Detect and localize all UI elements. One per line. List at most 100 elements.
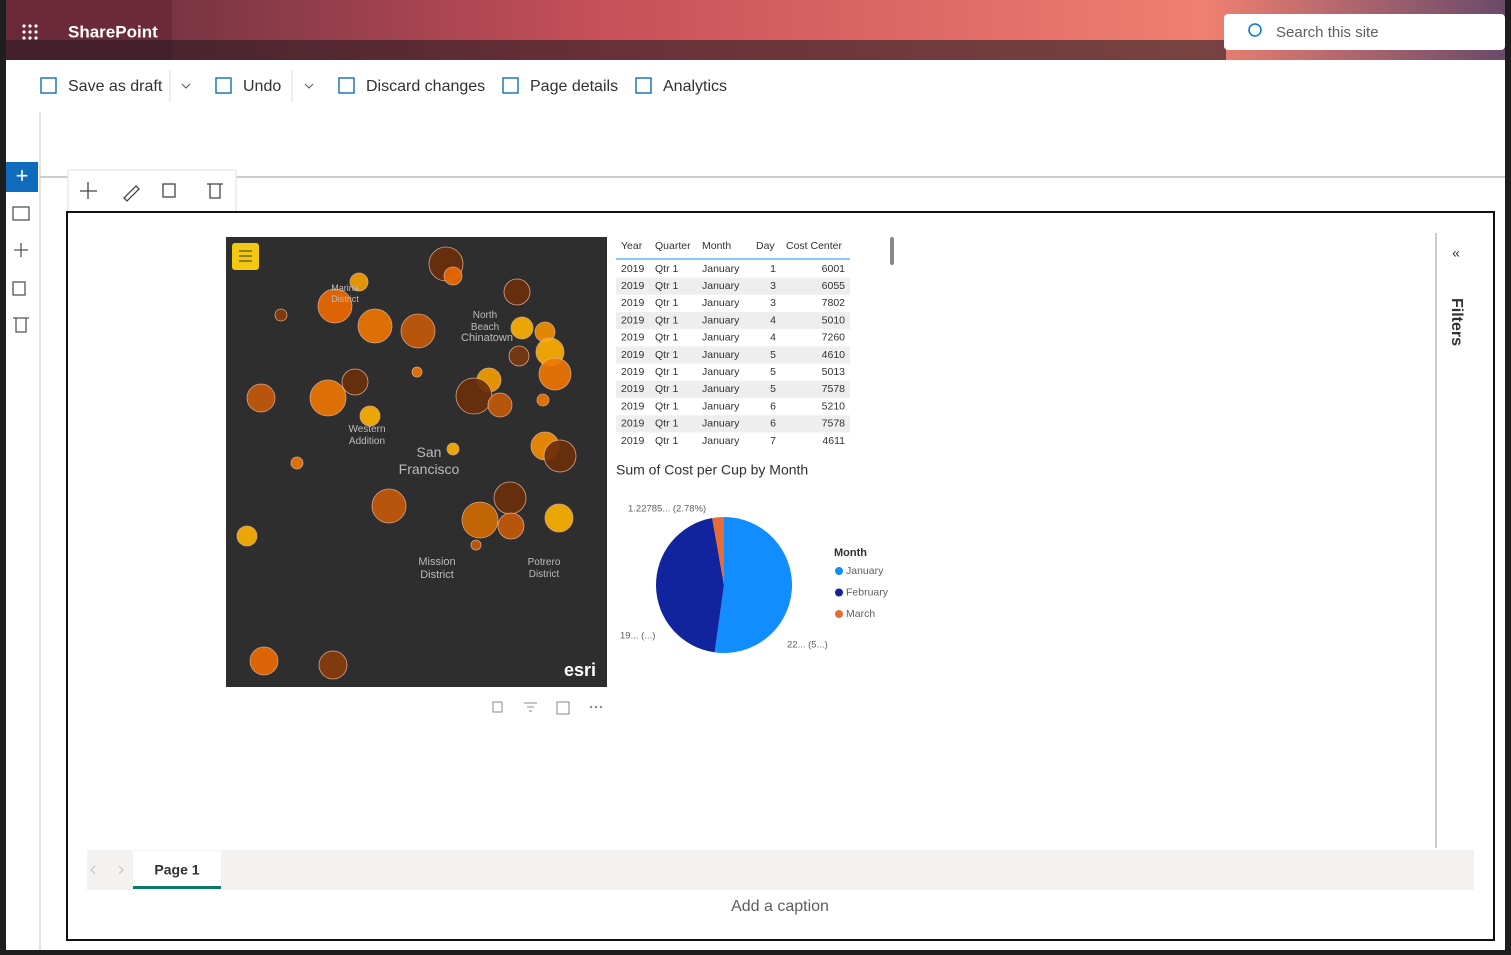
label-line: District (331, 294, 359, 304)
icon-part (207, 183, 223, 199)
table-cell: 4610 (822, 349, 846, 361)
table-cell: 2019 (621, 366, 645, 378)
search-box[interactable] (1224, 14, 1505, 50)
map-bubble (400, 313, 436, 349)
pie-slice[interactable] (714, 517, 792, 653)
map-bubble (487, 392, 513, 418)
icon-part (589, 705, 593, 709)
chevron[interactable] (304, 83, 314, 89)
table-cell: Qtr 1 (655, 263, 678, 275)
map-bubble (371, 488, 407, 524)
table-cell: Qtr 1 (655, 314, 678, 326)
icon-part (22, 36, 26, 40)
tab-bar (87, 850, 1474, 890)
table-cell: 2019 (621, 418, 645, 430)
table-cell: January (702, 383, 740, 395)
icon-part (524, 702, 537, 712)
search-icon (1248, 23, 1262, 37)
map-bubble (544, 503, 574, 533)
pie-slice[interactable] (655, 518, 724, 653)
map-bubble (503, 278, 531, 306)
caption[interactable]: Add a caption (731, 898, 829, 915)
tab[interactable] (133, 851, 221, 889)
icon-part (162, 183, 176, 198)
label-line: District (420, 569, 454, 581)
table-cell: 3 (770, 280, 776, 292)
command[interactable]: Discard changes (366, 78, 485, 95)
icon-part (492, 701, 503, 713)
icon-part (34, 24, 38, 28)
rail-icons (12, 206, 30, 333)
legend-label[interactable]: March (846, 608, 875, 620)
esri-logo: esri (564, 660, 596, 680)
icon-part: Year Quarter Month Day Cost Center 2019 Qtr 1 J… (616, 240, 850, 447)
command[interactable]: Save as draft (68, 78, 163, 95)
table-header: Cost Center (786, 240, 843, 252)
table-row-bg (616, 346, 850, 364)
map-bubble (236, 525, 258, 547)
legend-label[interactable]: January (846, 565, 884, 577)
table-cell: 6 (770, 418, 776, 430)
table-cell: Qtr 1 (655, 332, 678, 344)
app-name[interactable]: SharePoint (68, 22, 158, 41)
map-bubble (461, 501, 499, 539)
map-bubble (470, 539, 482, 551)
waffle[interactable] (22, 24, 38, 40)
legend-swatch (835, 610, 843, 618)
command[interactable]: Page details (530, 78, 618, 95)
command[interactable]: Analytics (663, 78, 727, 95)
map-bubble (538, 357, 572, 391)
tab-label[interactable]: Page 1 (154, 862, 199, 878)
label-line: District (529, 569, 560, 580)
search-placeholder: Search this site (1276, 24, 1379, 41)
pie-data-label: 1.22785... (2.78%) (628, 504, 706, 515)
pie-data-label: 22... (5...) (787, 640, 828, 651)
table-cell: 2019 (621, 297, 645, 309)
collapse-icon[interactable]: « (1452, 245, 1460, 261)
filters-label[interactable]: Filters (1448, 298, 1465, 346)
command[interactable]: Undo (243, 78, 281, 95)
table-cell: 5 (770, 349, 776, 361)
table-cell: Qtr 1 (655, 418, 678, 430)
label-line: Potrero (528, 557, 561, 568)
legend-swatch (835, 588, 843, 597)
table-cell: 5210 (822, 400, 846, 412)
icon-part: Save as draft Undo Discard changes Page det… (40, 70, 727, 102)
table-cell: 1 (770, 263, 776, 275)
legend-label[interactable]: February (846, 586, 889, 598)
map-label: San Francisco (399, 444, 460, 477)
map-bubble (349, 272, 369, 292)
table-cell: 2019 (621, 280, 645, 292)
icon-part (599, 705, 603, 709)
map-label: Mission District (418, 556, 455, 581)
chevron[interactable] (181, 83, 191, 89)
table-cell: January (702, 332, 740, 344)
table-cell: Qtr 1 (655, 349, 678, 361)
table-cell: 7578 (822, 418, 846, 430)
map-label: Marina District (331, 283, 359, 304)
map[interactable] (226, 237, 607, 687)
tab-arrows[interactable] (90, 865, 124, 875)
map-bubble (249, 646, 279, 676)
map-bubble (508, 345, 530, 367)
pie-slice[interactable] (712, 517, 724, 585)
map-bubble (341, 368, 369, 396)
table-row-bg (616, 380, 850, 398)
table-cell: 2019 (621, 314, 645, 326)
map-bubble (309, 379, 347, 417)
icon-part (28, 30, 32, 34)
table-cell: 2019 (621, 349, 645, 361)
command-icon (502, 77, 519, 94)
toolbar-icons[interactable] (80, 182, 223, 202)
icon-part: Sum of Cost per Cup by Month 22... (5...)… (616, 462, 889, 653)
icon-part (34, 36, 38, 40)
add-section[interactable] (6, 162, 38, 192)
table-cell: 7 (770, 435, 776, 447)
table-cell: 5013 (822, 366, 846, 378)
visual-actions[interactable] (492, 701, 603, 715)
table-header: Year (621, 240, 643, 252)
map-bubble (318, 650, 348, 680)
